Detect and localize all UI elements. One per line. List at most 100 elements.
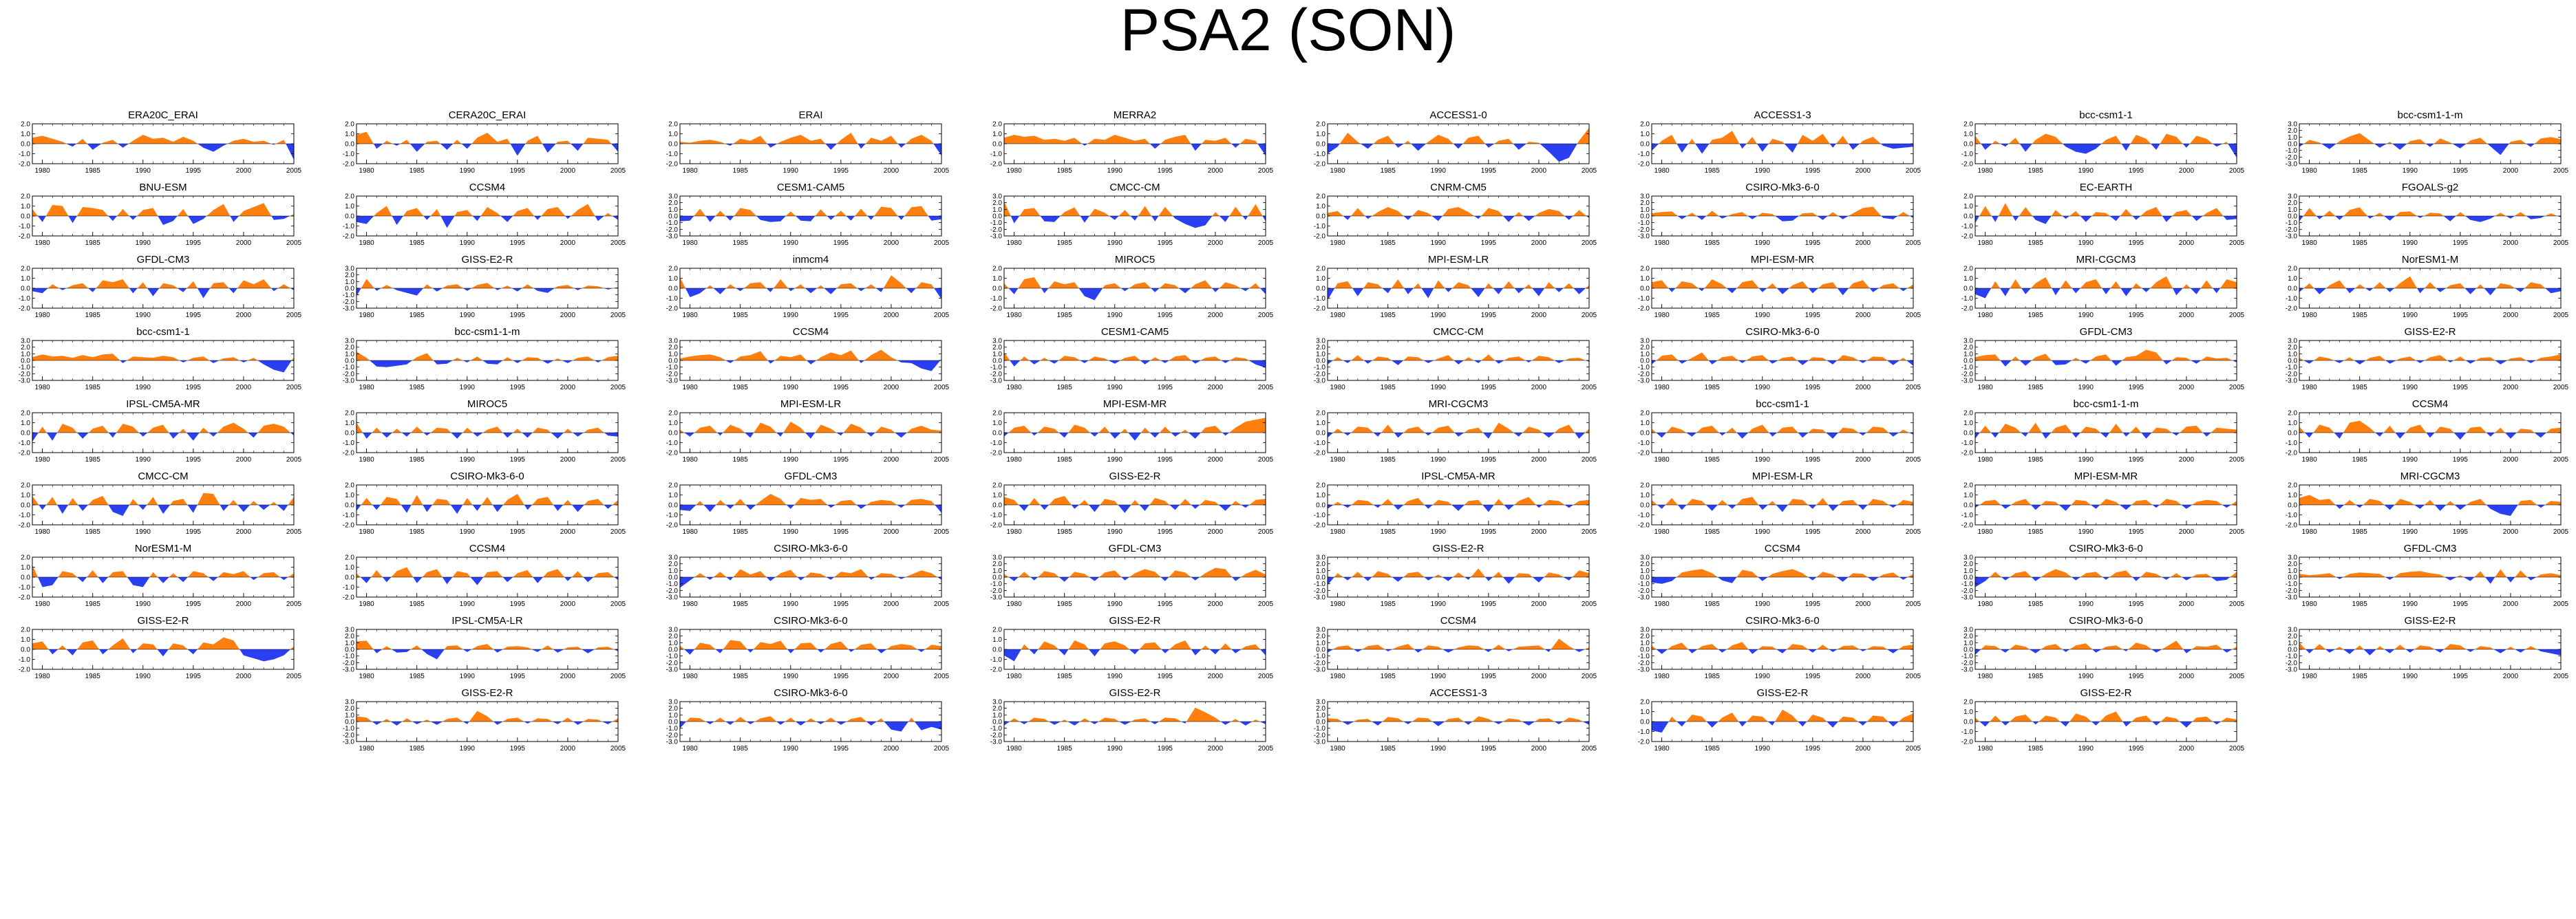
y-tick-label: 1.0 — [668, 420, 678, 427]
negative-anomaly-area — [277, 505, 288, 511]
y-tick-label: -1.0 — [2285, 440, 2297, 447]
positive-anomaly-area — [1333, 429, 1343, 433]
positive-anomaly-area — [1381, 424, 1394, 433]
x-tick-label: 1995 — [1481, 456, 1497, 464]
x-tick-label: 1990 — [2402, 384, 2418, 391]
negative-anomaly-area — [2355, 505, 2363, 508]
negative-anomaly-area — [108, 433, 117, 438]
positive-anomaly-area — [1442, 207, 1474, 216]
x-tick-label: 2000 — [2179, 528, 2195, 536]
positive-anomaly-area — [1675, 281, 1699, 288]
negative-anomaly-area — [502, 433, 513, 438]
x-tick-label: 2000 — [236, 456, 252, 464]
y-tick-label: -2.0 — [666, 226, 679, 234]
positive-anomaly-area — [785, 211, 796, 216]
x-tick-label: 2005 — [1257, 312, 1273, 319]
y-tick-label: -3.0 — [342, 305, 354, 313]
negative-anomaly-area — [1218, 505, 1231, 511]
negative-anomaly-area — [2213, 288, 2220, 294]
x-tick-label: 2005 — [610, 167, 626, 175]
positive-anomaly-area — [512, 208, 534, 216]
x-tick-label: 2005 — [2553, 239, 2568, 247]
x-tick-label: 1985 — [2028, 528, 2044, 536]
negative-anomaly-area — [1088, 505, 1100, 512]
x-tick-label: 1980 — [2301, 456, 2317, 464]
x-tick-label: 1990 — [1431, 312, 1447, 319]
positive-anomaly-area — [399, 140, 410, 144]
negative-anomaly-area — [462, 360, 471, 363]
positive-anomaly-area — [2131, 499, 2153, 505]
y-tick-label: -1.0 — [19, 223, 31, 230]
positive-anomaly-area — [1859, 136, 1881, 144]
negative-anomaly-area — [2058, 505, 2072, 511]
positive-anomaly-area — [1333, 357, 1343, 360]
negative-anomaly-area — [2526, 144, 2535, 147]
y-tick-label: 2.0 — [1316, 344, 1326, 352]
positive-anomaly-area — [2343, 207, 2367, 216]
negative-anomaly-area — [1079, 360, 1089, 363]
y-tick-label: 2.0 — [1316, 121, 1326, 129]
negative-anomaly-area — [1221, 360, 1230, 363]
positive-anomaly-area — [1554, 424, 1575, 433]
positive-anomaly-area — [1526, 142, 1540, 144]
x-tick-label: 1980 — [359, 167, 374, 175]
positive-anomaly-area — [1351, 208, 1365, 216]
positive-anomaly-area — [147, 497, 158, 505]
negative-anomaly-area — [228, 288, 237, 294]
negative-anomaly-area — [138, 433, 148, 437]
y-tick-label: 0.0 — [345, 430, 354, 437]
positive-anomaly-area — [47, 284, 59, 288]
positive-anomaly-area — [866, 499, 897, 505]
negative-anomaly-area — [680, 216, 694, 221]
x-tick-label: 1995 — [1157, 528, 1173, 536]
positive-anomaly-area — [482, 426, 503, 433]
x-tick-label: 2005 — [1905, 456, 1921, 464]
positive-anomaly-area — [392, 429, 402, 433]
positive-anomaly-area — [1431, 425, 1455, 433]
negative-anomaly-area — [827, 216, 835, 220]
positive-anomaly-area — [66, 283, 89, 288]
negative-anomaly-area — [533, 288, 555, 293]
positive-anomaly-area — [2120, 208, 2133, 216]
negative-anomaly-area — [2190, 288, 2201, 294]
negative-anomaly-area — [1139, 505, 1149, 511]
y-tick-label: 2.0 — [1963, 482, 1973, 490]
positive-anomaly-area — [1019, 356, 1029, 360]
panel-title: MPI-ESM-LR — [1428, 254, 1489, 266]
positive-anomaly-area — [88, 425, 109, 433]
negative-anomaly-area — [1899, 288, 1908, 292]
y-tick-label: 0.0 — [21, 285, 30, 293]
y-tick-label: -1.0 — [1961, 151, 1974, 158]
negative-anomaly-area — [2222, 505, 2231, 508]
positive-anomaly-area — [905, 499, 935, 505]
y-tick-label: 1.0 — [1316, 203, 1326, 210]
negative-anomaly-area — [450, 505, 462, 514]
negative-anomaly-area — [1513, 433, 1523, 437]
negative-anomaly-area — [2223, 216, 2237, 220]
positive-anomaly-area — [1040, 358, 1049, 360]
x-tick-label: 1980 — [1330, 312, 1345, 319]
negative-anomaly-area — [1010, 216, 1019, 224]
negative-anomaly-area — [2536, 505, 2545, 508]
y-tick-label: -1.0 — [990, 219, 1002, 227]
positive-anomaly-area — [2453, 356, 2466, 360]
negative-anomaly-area — [1473, 360, 1482, 363]
x-tick-label: 1995 — [186, 384, 202, 391]
positive-anomaly-area — [2516, 429, 2535, 433]
x-tick-label: 1980 — [682, 167, 698, 175]
y-tick-label: 0.0 — [1316, 502, 1326, 510]
positive-anomaly-area — [76, 207, 109, 216]
y-tick-label: 1.0 — [345, 492, 354, 499]
y-tick-label: 0.0 — [345, 285, 354, 293]
x-tick-label: 1990 — [136, 384, 151, 391]
y-tick-label: -1.0 — [2285, 219, 2297, 227]
negative-anomaly-area — [46, 433, 58, 441]
positive-anomaly-area — [1403, 356, 1424, 360]
positive-anomaly-area — [462, 427, 473, 433]
x-tick-label: 1995 — [833, 384, 849, 391]
positive-anomaly-area — [410, 426, 423, 433]
